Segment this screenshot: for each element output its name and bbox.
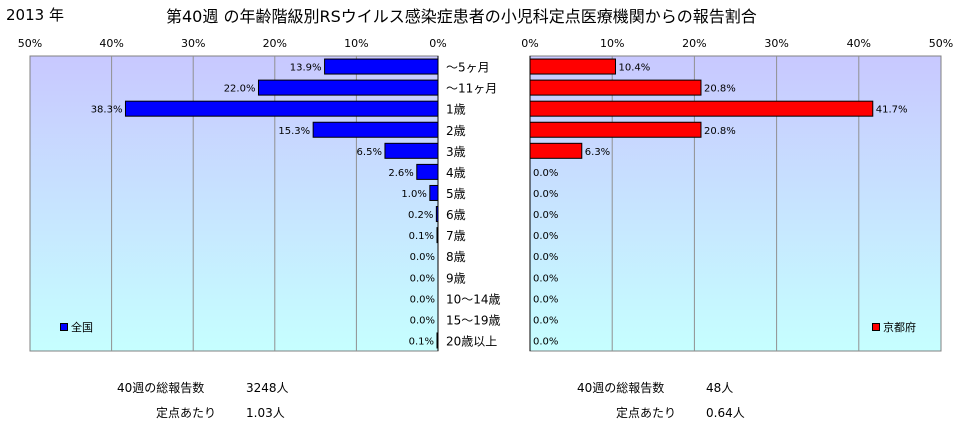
national-bar xyxy=(429,184,439,201)
kyoto-value-label: 0.0% xyxy=(533,231,558,242)
kyoto-tick-label: 20% xyxy=(682,37,706,50)
kyoto-value-label: 20.8% xyxy=(704,84,736,95)
national-total-label: 40週の総報告数 xyxy=(117,381,205,395)
legend-kyoto: 京都府 xyxy=(872,319,916,335)
kyoto-value-label: 0.0% xyxy=(533,189,558,200)
national-bar xyxy=(436,227,439,244)
national-tick-label: 50% xyxy=(18,37,42,50)
national-value-label: 15.3% xyxy=(278,126,310,137)
category-label: 7歳 xyxy=(446,229,466,243)
kyoto-value-label: 0.0% xyxy=(533,210,558,221)
national-value-label: 0.0% xyxy=(410,294,435,305)
kyoto-bar xyxy=(529,142,583,159)
national-value-label: 0.1% xyxy=(409,231,434,242)
category-label: 9歳 xyxy=(446,271,466,285)
national-per-value: 1.03人 xyxy=(246,406,285,420)
category-label: ～11ヶ月 xyxy=(446,82,497,96)
kyoto-value-label: 0.0% xyxy=(533,168,558,179)
national-bar xyxy=(435,206,439,223)
category-label: 2歳 xyxy=(446,124,466,138)
national-value-label: 6.5% xyxy=(357,147,382,158)
category-label: 1歳 xyxy=(446,103,466,117)
legend-label-national: 全国 xyxy=(71,321,93,334)
kyoto-bar xyxy=(529,58,616,75)
category-label: 4歳 xyxy=(446,166,466,180)
national-tick-label: 30% xyxy=(181,37,205,50)
national-bar xyxy=(324,58,439,75)
kyoto-value-label: 0.0% xyxy=(533,315,558,326)
category-label: 10～14歳 xyxy=(446,292,501,306)
category-label: 5歳 xyxy=(446,187,466,201)
kyoto-total-label: 40週の総報告数 xyxy=(577,381,665,395)
national-bar xyxy=(257,79,439,96)
national-bar xyxy=(384,142,439,159)
national-tick-label: 40% xyxy=(99,37,123,50)
national-value-label: 38.3% xyxy=(91,105,123,116)
national-bar xyxy=(312,121,439,138)
kyoto-tick-label: 30% xyxy=(764,37,788,50)
national-value-label: 0.0% xyxy=(410,273,435,284)
kyoto-value-label: 0.0% xyxy=(533,294,558,305)
kyoto-value-label: 0.0% xyxy=(533,273,558,284)
kyoto-tick-label: 50% xyxy=(929,37,953,50)
kyoto-tick-label: 10% xyxy=(600,37,624,50)
legend-swatch-national xyxy=(60,323,68,331)
year-label: 2013 年 xyxy=(6,6,64,24)
kyoto-bar xyxy=(529,79,702,96)
kyoto-total-value: 48人 xyxy=(706,381,734,395)
national-value-label: 1.0% xyxy=(401,189,426,200)
national-value-label: 13.9% xyxy=(290,63,322,74)
kyoto-chart-panel: 0% 10% 20% 30% 40% 50% 10.4% 20.8% 41.7% 20.8% 6.3… xyxy=(521,37,953,352)
chart-title: 第40週 の年齢階級別RSウイルス感染症患者の小児科定点医療機関からの報告割合 xyxy=(166,7,757,26)
kyoto-tick-label: 40% xyxy=(847,37,871,50)
national-tick-label: 10% xyxy=(344,37,368,50)
kyoto-value-label: 0.0% xyxy=(533,252,558,263)
national-value-label: 0.0% xyxy=(410,315,435,326)
category-label: ～5ヶ月 xyxy=(446,61,490,75)
national-value-label: 0.2% xyxy=(408,210,433,221)
national-tick-label: 20% xyxy=(263,37,287,50)
national-per-label: 定点あたり xyxy=(156,406,217,420)
national-value-label: 0.0% xyxy=(410,252,435,263)
kyoto-value-label: 6.3% xyxy=(585,147,610,158)
category-label: 20歳以上 xyxy=(446,334,497,348)
national-value-label: 2.6% xyxy=(388,168,413,179)
kyoto-per-value: 0.64人 xyxy=(706,406,745,420)
legend-national: 全国 xyxy=(60,319,93,335)
kyoto-bar xyxy=(529,100,874,117)
category-label: 8歳 xyxy=(446,250,466,264)
national-bar xyxy=(124,100,439,117)
legend-swatch-kyoto xyxy=(872,323,880,331)
category-label: 15～19歳 xyxy=(446,313,501,327)
kyoto-tick-label: 0% xyxy=(521,37,538,50)
national-plot-area xyxy=(29,55,439,352)
national-chart-panel: 50% 40% 30% 20% 10% 0% 13.9% 22.0% 38.3% 15.3% 6.5… xyxy=(18,37,447,352)
kyoto-per-label: 定点あたり xyxy=(616,406,677,420)
kyoto-value-label: 20.8% xyxy=(704,126,736,137)
national-tick-label: 0% xyxy=(429,37,446,50)
national-total-value: 3248人 xyxy=(246,381,289,395)
legend-label-kyoto: 京都府 xyxy=(883,321,916,334)
category-label: 6歳 xyxy=(446,208,466,222)
national-bar xyxy=(436,332,439,349)
kyoto-bar xyxy=(529,121,702,138)
kyoto-plot-area xyxy=(529,55,942,352)
national-value-label: 0.1% xyxy=(409,336,434,347)
category-label: 3歳 xyxy=(446,145,466,159)
kyoto-value-label: 10.4% xyxy=(618,63,650,74)
national-bar xyxy=(416,163,439,180)
category-labels: ～5ヶ月 ～11ヶ月 1歳 2歳 3歳 4歳 5歳 6歳 7歳 8歳 9歳 10～14歳 15～19歳 2… xyxy=(446,61,501,349)
national-value-label: 22.0% xyxy=(224,84,256,95)
kyoto-value-label: 0.0% xyxy=(533,336,558,347)
kyoto-value-label: 41.7% xyxy=(876,105,908,116)
